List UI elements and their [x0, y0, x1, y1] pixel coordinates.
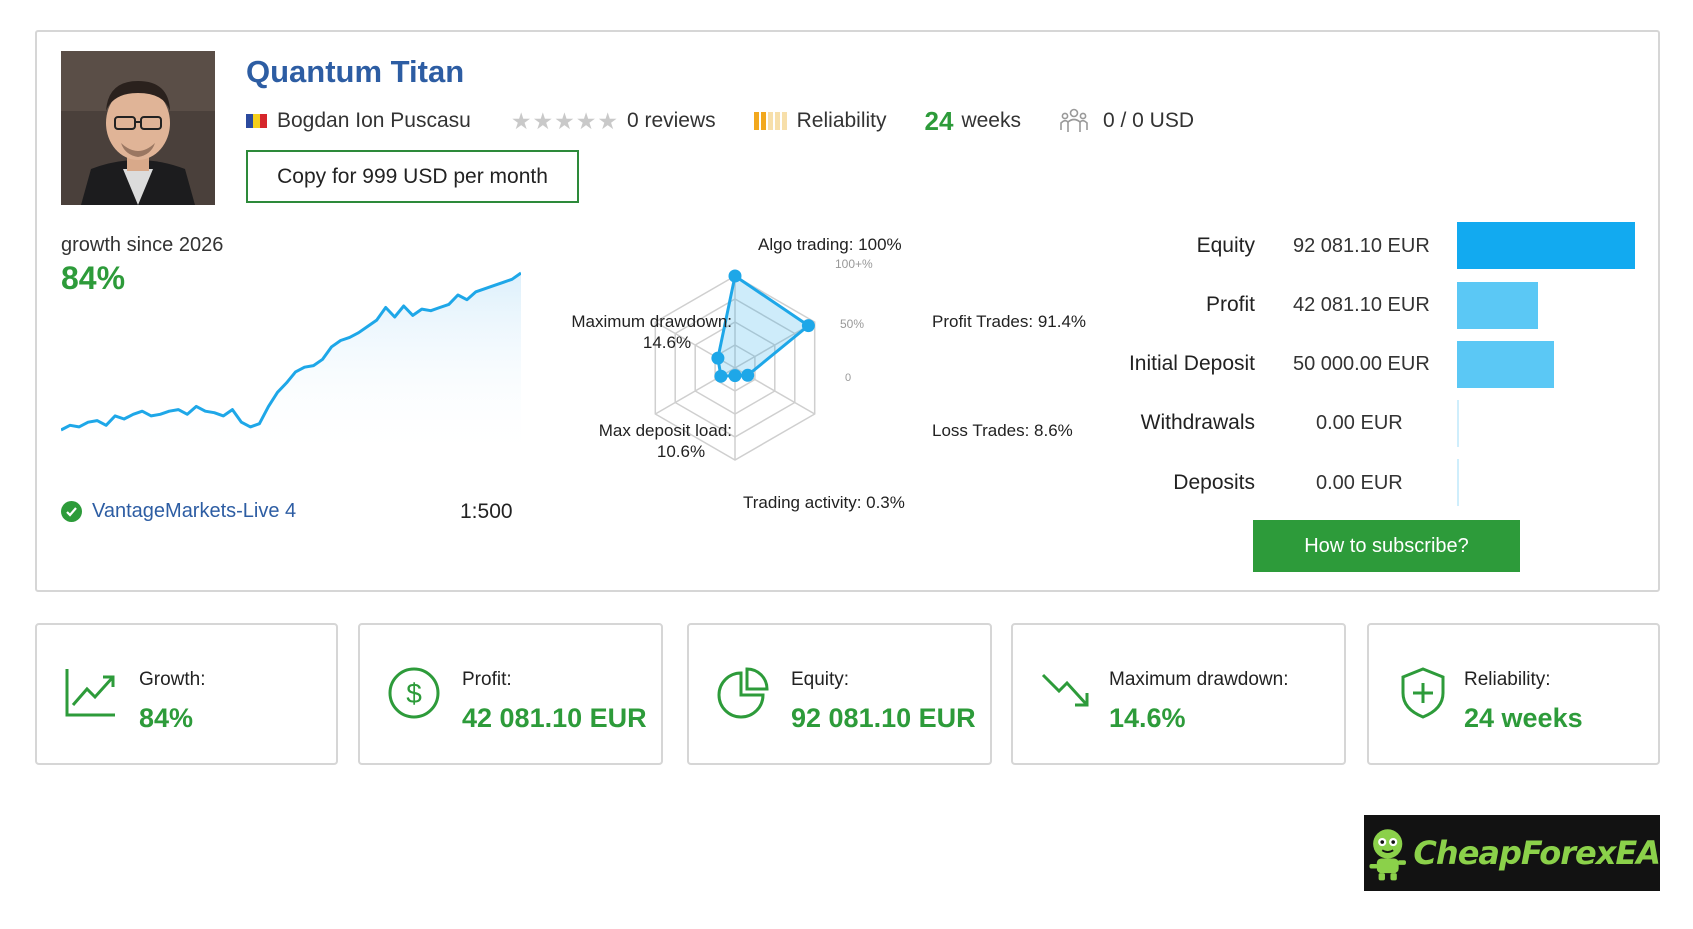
avatar[interactable] [61, 51, 215, 205]
copy-subscribe-button[interactable]: Copy for 999 USD per month [246, 150, 579, 203]
reliability-card: Reliability: 24 weeks [1367, 623, 1660, 765]
deposits-value: 0.00 EUR [1316, 472, 1403, 494]
profit-card: $ Profit: 42 081.10 EUR [358, 623, 663, 765]
cheapforexea-logo[interactable]: CheapForexEA [1364, 815, 1661, 891]
radar-label-profit-trades: Profit Trades: 91.4% [932, 312, 1087, 331]
author-name[interactable]: Bogdan Ion Puscasu [277, 109, 471, 132]
reviews-link[interactable]: 0 reviews [626, 109, 716, 132]
growth-trend-icon [63, 665, 119, 726]
radar-point-loss-trades [741, 368, 755, 382]
radar-point-max-deposit-load [714, 369, 728, 383]
equity-value: 92 081.10 EUR [1293, 235, 1430, 257]
radar-label-max-drawdown: Maximum drawdown: 14.6% [552, 311, 732, 353]
profit-bar [1457, 282, 1538, 329]
romania-flag-icon [246, 114, 267, 128]
withdrawals-bar [1457, 400, 1459, 447]
robot-mascot-icon [1369, 829, 1406, 881]
avatar-photo [61, 51, 215, 205]
pie-chart-icon [715, 665, 771, 726]
profit-value: 42 081.10 EUR [1293, 294, 1430, 316]
trending-down-icon [1039, 665, 1095, 726]
radar-point-maximum-drawdown [711, 351, 725, 365]
radar-tick-100: 100+% [835, 257, 873, 271]
shield-icon [1395, 665, 1451, 726]
radar-point-trading-activity [728, 369, 742, 383]
deposits-bar [1457, 459, 1459, 506]
star-icon: ★ [597, 107, 618, 134]
subscribers-icon [1059, 106, 1089, 136]
verified-check-icon [61, 501, 82, 522]
weeks-unit: weeks [961, 109, 1021, 132]
logo-text: CheapForexEA [1413, 834, 1661, 872]
rating-stars: ★ ★ ★ ★ ★ [510, 107, 619, 134]
reliability-label: Reliability [796, 109, 887, 132]
reliability-card-value: 24 weeks [1464, 703, 1583, 733]
star-icon: ★ [554, 107, 575, 134]
star-icon: ★ [532, 107, 554, 134]
profit-card-label: Profit: [462, 669, 512, 690]
radar-label-loss-trades: Loss Trades: 8.6% [932, 421, 1073, 440]
radar-points [711, 269, 815, 383]
svg-text:$: $ [406, 678, 422, 709]
growth-value: 84% [61, 260, 126, 296]
growth-card: Growth: 84% [35, 623, 338, 765]
reliability-bars-icon [753, 112, 787, 130]
withdrawals-label: Withdrawals [1140, 411, 1255, 434]
initial-deposit-label: Initial Deposit [1128, 352, 1255, 375]
drawdown-card: Maximum drawdown: 14.6% [1011, 623, 1346, 765]
broker-server[interactable]: VantageMarkets-Live 4 [61, 500, 296, 523]
deposits-label: Deposits [1173, 471, 1255, 494]
signal-title[interactable]: Quantum Titan [246, 54, 465, 89]
radar-label-trading-activity: Trading activity: 0.3% [743, 493, 905, 512]
growth-card-label: Growth: [139, 669, 206, 690]
growth-card-value: 84% [139, 703, 194, 733]
reliability-card-label: Reliability: [1464, 669, 1551, 690]
radar-label-max-deposit-load: Max deposit load: 10.6% [580, 420, 732, 462]
drawdown-card-label: Maximum drawdown: [1109, 669, 1289, 690]
equity-bar [1457, 222, 1635, 269]
weeks-number: 24 [924, 105, 954, 136]
star-icon: ★ [510, 107, 532, 134]
equity-card-label: Equity: [791, 669, 850, 690]
initial-deposit-value: 50 000.00 EUR [1293, 353, 1430, 375]
initial-deposit-bar [1457, 341, 1554, 388]
equity-card-value: 92 081.10 EUR [791, 703, 976, 733]
radar-label-max-deposit-load-name: Max deposit load: [598, 421, 732, 440]
subscribers-value: 0 / 0 USD [1102, 109, 1195, 132]
equity-card: Equity: 92 081.10 EUR [687, 623, 992, 765]
growth-label: growth since 2026 [61, 234, 224, 256]
growth-chart[interactable] [61, 265, 521, 470]
dollar-icon: $ [386, 665, 442, 726]
star-icon: ★ [575, 107, 597, 134]
radar-point-profit-trades [801, 319, 815, 333]
equity-label: Equity [1196, 234, 1255, 257]
radar-label-max-deposit-load-value: 10.6% [656, 442, 706, 461]
radar-chart: 100+% 50% 0 [654, 257, 873, 461]
how-to-subscribe-button[interactable]: How to subscribe? [1253, 520, 1520, 572]
radar-tick-0: 0 [845, 372, 851, 384]
profit-card-value: 42 081.10 EUR [462, 703, 647, 733]
growth-area [61, 273, 521, 460]
radar-label-max-drawdown-name: Maximum drawdown: [571, 312, 732, 331]
profit-label: Profit [1205, 293, 1255, 316]
growth-line [61, 271, 521, 432]
leverage-value: 1:500 [460, 500, 513, 523]
drawdown-card-value: 14.6% [1109, 703, 1186, 733]
server-name: VantageMarkets-Live 4 [92, 500, 297, 522]
radar-label-max-drawdown-value: 14.6% [642, 333, 692, 352]
signal-card [35, 30, 1660, 592]
radar-point-algo-trading [728, 269, 742, 283]
signal-meta-row: Bogdan Ion Puscasu ★ ★ ★ ★ ★ 0 reviews R… [246, 106, 1194, 136]
radar-label-algo: Algo trading: 100% [758, 235, 902, 254]
radar-tick-50: 50% [840, 317, 864, 331]
withdrawals-value: 0.00 EUR [1316, 412, 1403, 434]
